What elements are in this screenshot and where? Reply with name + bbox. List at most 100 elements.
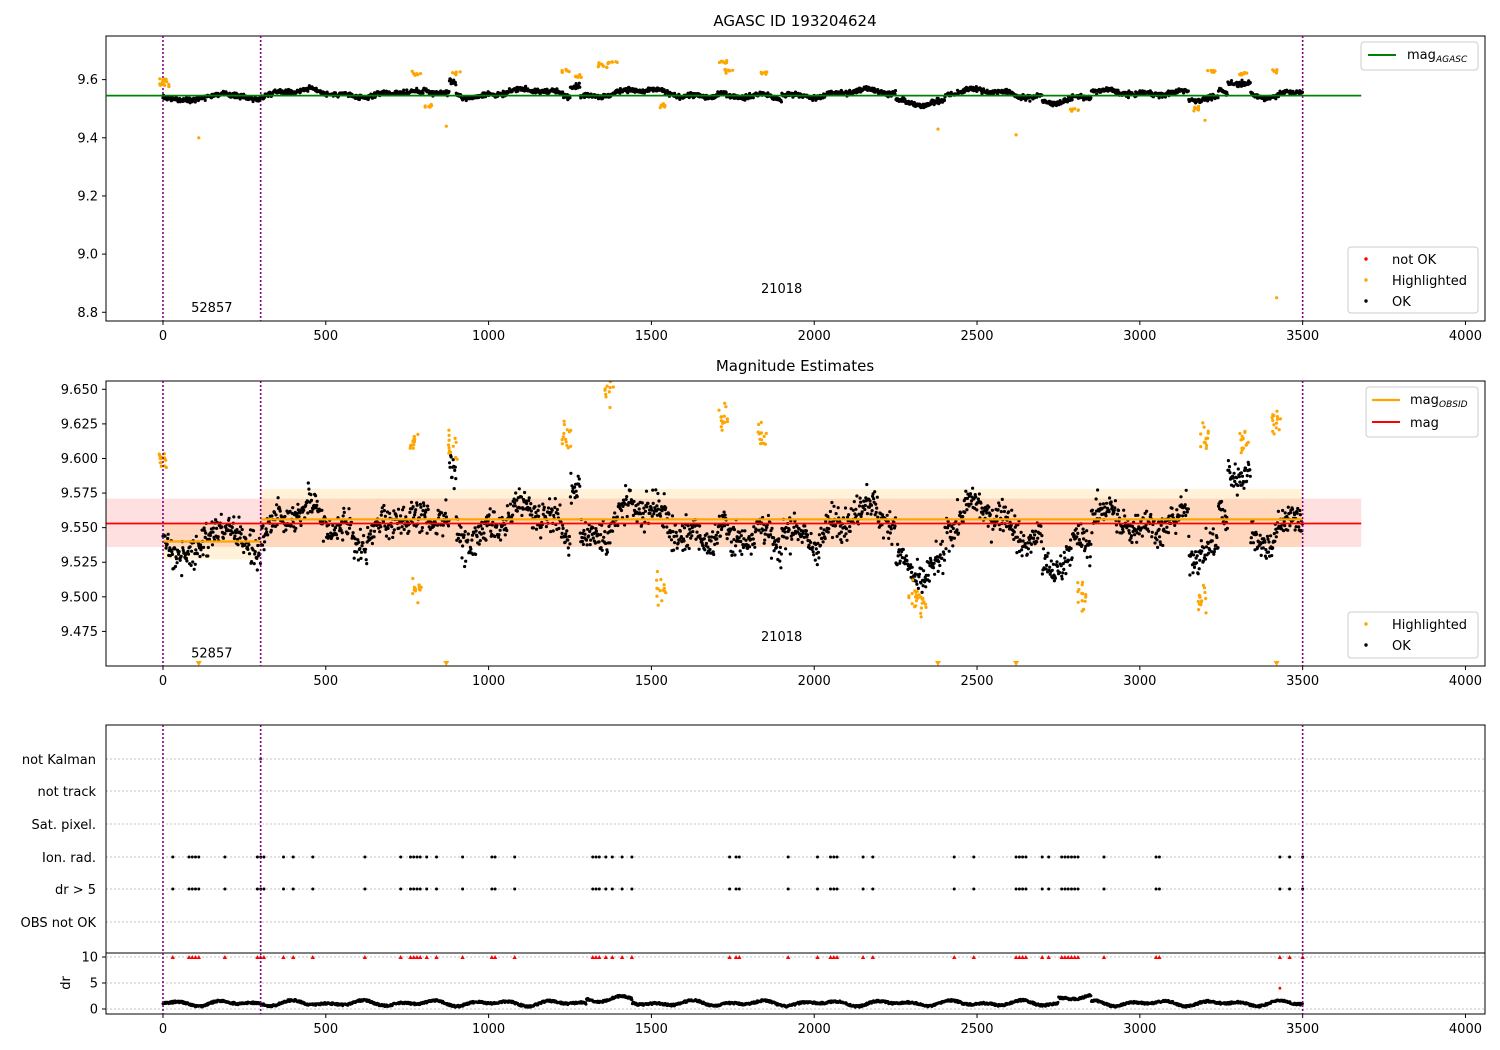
- ok-point: [306, 511, 310, 515]
- highlighted-point: [1076, 108, 1080, 112]
- legend-box: [1360, 41, 1479, 71]
- ok-point: [352, 556, 356, 560]
- ok-point: [880, 513, 885, 517]
- agasc-xtick-label: 3500: [1286, 329, 1319, 344]
- ok-point: [816, 550, 821, 554]
- highlighted-point: [604, 395, 608, 399]
- ok-point: [534, 527, 539, 531]
- highlighted-point: [605, 384, 609, 388]
- ok-point: [848, 525, 852, 529]
- ok-point: [847, 513, 851, 517]
- flag-point: [282, 887, 285, 891]
- ok-point: [495, 523, 499, 528]
- ok-point: [364, 547, 368, 551]
- highlighted-point: [566, 446, 570, 450]
- highlighted-point: [560, 438, 564, 442]
- ok-point: [618, 91, 622, 95]
- highlighted-point: [722, 414, 726, 418]
- ok-point: [942, 552, 946, 556]
- flag-point: [1154, 855, 1158, 859]
- ok-point: [1271, 546, 1275, 550]
- ok-point: [803, 524, 807, 528]
- ok-point: [820, 536, 824, 540]
- highlighted-point: [910, 602, 914, 606]
- highlighted-point: [569, 428, 573, 432]
- flag-point: [597, 887, 601, 891]
- ok-point: [444, 515, 448, 519]
- highlighted-point: [157, 452, 161, 456]
- ok-point: [997, 501, 1001, 505]
- ok-point: [333, 526, 337, 530]
- ok-point: [529, 509, 533, 513]
- flag-point: [1073, 855, 1077, 859]
- ok-point: [523, 490, 527, 495]
- ok-point: [896, 542, 900, 547]
- flag-point: [1040, 855, 1044, 859]
- ok-point: [1023, 542, 1027, 546]
- ok-point: [940, 556, 944, 561]
- ok-point: [1029, 542, 1034, 547]
- ok-point: [938, 563, 942, 568]
- ok-point: [673, 541, 677, 545]
- ok-point: [1112, 508, 1116, 512]
- ok-point: [247, 543, 251, 547]
- ok-point: [1191, 553, 1196, 557]
- ok-point: [888, 510, 892, 514]
- ok-point: [255, 568, 259, 572]
- ok-point: [466, 532, 470, 536]
- ok-point: [372, 535, 376, 539]
- ok-point: [563, 540, 567, 544]
- ok-point: [748, 545, 752, 549]
- ok-point: [730, 553, 734, 558]
- ok-point: [1053, 576, 1057, 580]
- ok-point: [1115, 530, 1119, 534]
- ok-point: [740, 552, 744, 557]
- out-of-range-marker: [1013, 661, 1020, 666]
- ok-point: [508, 502, 513, 506]
- ok-point: [822, 532, 826, 536]
- highlighted-point: [1270, 416, 1274, 420]
- ok-point: [309, 493, 313, 497]
- ok-point: [1248, 474, 1252, 478]
- ok-point: [1089, 96, 1093, 100]
- ok-point: [1039, 524, 1043, 528]
- ok-point: [347, 526, 352, 530]
- agasc-xtick-label: 2500: [960, 329, 993, 344]
- ok-point: [637, 507, 641, 511]
- highlighted-point: [919, 615, 923, 619]
- ok-point: [309, 498, 314, 502]
- ok-point: [752, 525, 756, 529]
- ok-point: [990, 508, 995, 512]
- flag-point: [435, 887, 438, 891]
- ok-point: [927, 579, 932, 583]
- ok-point: [854, 514, 859, 518]
- flag-point: [291, 855, 295, 859]
- ok-point: [1160, 519, 1164, 524]
- legend-marker: [1364, 257, 1368, 261]
- ok-point: [454, 515, 458, 519]
- ok-point: [1195, 561, 1199, 565]
- ok-point: [640, 501, 644, 505]
- ok-point: [753, 545, 757, 549]
- flag-point: [223, 887, 227, 891]
- ok-point: [1166, 531, 1171, 535]
- ok-point: [575, 495, 579, 499]
- ok-point: [485, 524, 489, 528]
- ok-point: [796, 538, 800, 542]
- highlighted-point: [1193, 106, 1197, 110]
- ok-point: [206, 545, 210, 550]
- ok-point: [516, 89, 520, 93]
- ok-point: [782, 535, 786, 539]
- flag-point: [311, 887, 315, 891]
- ok-point: [1286, 505, 1290, 509]
- ok-point: [202, 545, 206, 550]
- highlighted-point: [919, 606, 924, 610]
- ok-point: [1052, 579, 1056, 583]
- ok-point: [621, 498, 626, 502]
- estimates-ytick-label: 9.550: [61, 521, 98, 536]
- flag-point: [861, 887, 865, 891]
- ok-point: [747, 535, 751, 539]
- ok-point: [466, 538, 470, 542]
- ok-point: [1216, 546, 1220, 550]
